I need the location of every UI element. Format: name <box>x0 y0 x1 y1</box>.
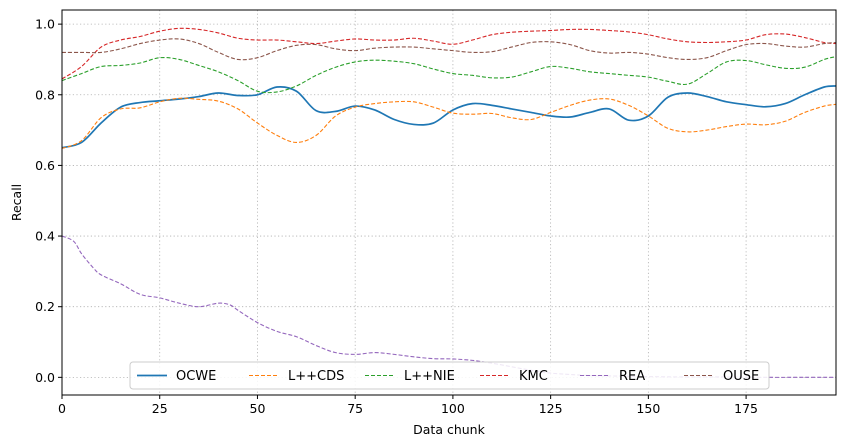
legend-label-l-nie: L++NIE <box>404 369 455 384</box>
legend-item-l-cds: L++CDS <box>249 369 344 384</box>
y-tick-label: 0.6 <box>35 158 55 173</box>
x-tick-label: 0 <box>58 401 66 416</box>
series-line-ocwe <box>62 85 836 149</box>
y-tick-label: 1.0 <box>35 17 55 32</box>
y-tick-label: 0.0 <box>35 370 55 385</box>
x-tick-label: 75 <box>347 401 363 416</box>
series-line-l-cds <box>62 97 836 149</box>
legend-item-rea: REA <box>580 369 645 384</box>
x-tick-label: 25 <box>152 401 168 416</box>
x-axis-label: Data chunk <box>413 422 485 437</box>
legend-item-l-nie: L++NIE <box>365 369 455 384</box>
x-axis: 0 25 50 75 100 125 150 175 <box>58 395 758 416</box>
series-layer <box>62 27 836 378</box>
legend-item-ocwe: OCWE <box>137 369 216 384</box>
series-line-kmc <box>62 27 836 80</box>
legend-item-ouse: OUSE <box>684 369 759 384</box>
x-tick-label: 100 <box>441 401 465 416</box>
legend-label-ouse: OUSE <box>723 369 759 384</box>
series-line-l-nie <box>62 56 836 94</box>
plot-frame <box>61 9 837 396</box>
legend-item-kmc: KMC <box>480 369 548 384</box>
legend: OCWE L++CDS L++NIE KMC REA OUSE <box>129 361 770 390</box>
legend-box <box>129 361 770 390</box>
y-tick-label: 0.4 <box>35 229 55 244</box>
legend-label-l-cds: L++CDS <box>288 369 344 384</box>
legend-label-kmc: KMC <box>519 369 548 384</box>
legend-label-rea: REA <box>619 369 645 384</box>
x-tick-label: 150 <box>636 401 660 416</box>
x-tick-label: 175 <box>734 401 758 416</box>
x-tick-label: 50 <box>250 401 266 416</box>
legend-label-ocwe: OCWE <box>176 369 216 384</box>
y-tick-label: 0.2 <box>35 299 55 314</box>
x-tick-label: 125 <box>539 401 563 416</box>
y-tick-label: 0.8 <box>35 87 55 102</box>
y-axis: 0.0 0.2 0.4 0.6 0.8 1.0 <box>35 17 62 385</box>
y-axis-label: Recall <box>9 184 24 221</box>
grid <box>61 10 836 395</box>
series-line-ouse <box>62 38 836 61</box>
